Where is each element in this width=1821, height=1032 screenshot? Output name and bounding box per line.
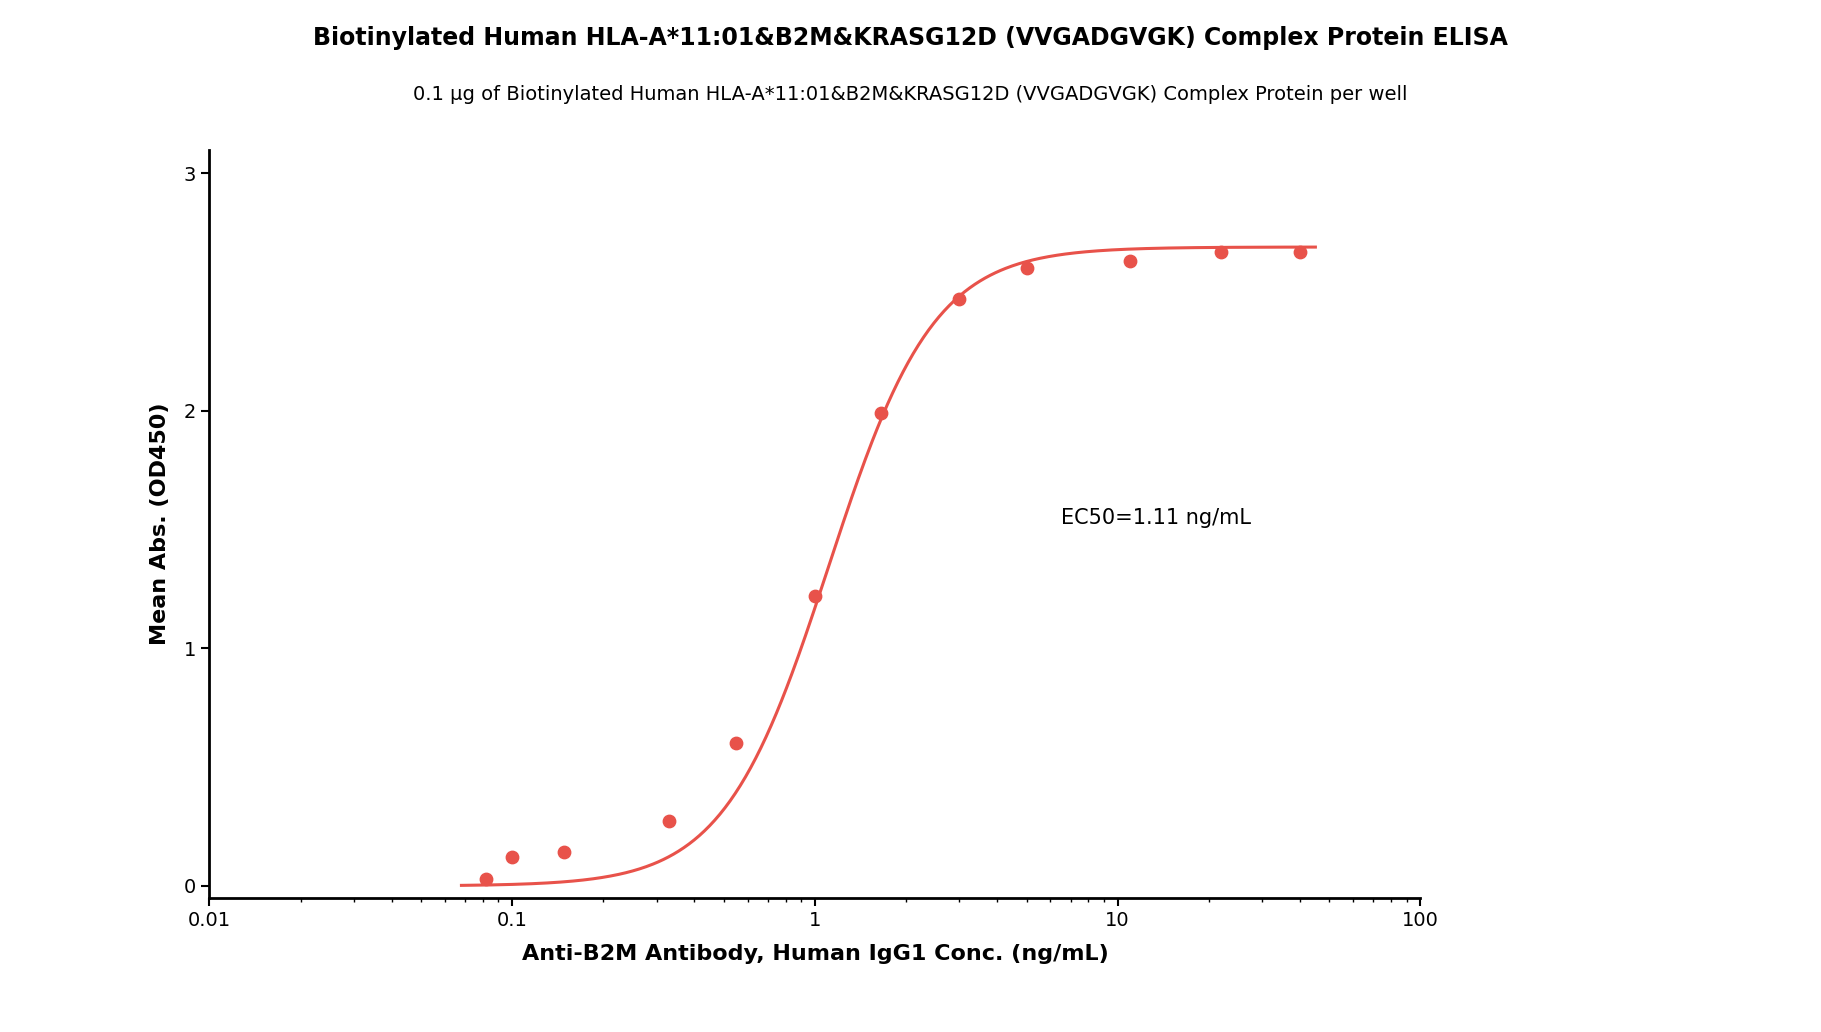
Point	[654, 812, 683, 829]
Point	[1116, 253, 1145, 269]
Point	[1286, 244, 1315, 260]
Text: Biotinylated Human HLA-A*11:01&B2M&KRASG12D (VVGADGVGK) Complex Protein ELISA: Biotinylated Human HLA-A*11:01&B2M&KRASG…	[313, 26, 1508, 50]
Text: 0.1 μg of Biotinylated Human HLA-A*11:01&B2M&KRASG12D (VVGADGVGK) Complex Protei: 0.1 μg of Biotinylated Human HLA-A*11:01…	[413, 85, 1408, 103]
Point	[1012, 260, 1042, 277]
Point	[472, 871, 501, 888]
Y-axis label: Mean Abs. (OD450): Mean Abs. (OD450)	[149, 402, 169, 645]
Text: EC50=1.11 ng/mL: EC50=1.11 ng/mL	[1062, 508, 1251, 527]
Point	[801, 588, 830, 605]
Point	[945, 291, 974, 308]
Point	[1207, 244, 1236, 260]
Point	[867, 405, 896, 421]
Point	[721, 735, 750, 751]
Point	[497, 849, 526, 866]
X-axis label: Anti-B2M Antibody, Human IgG1 Conc. (ng/mL): Anti-B2M Antibody, Human IgG1 Conc. (ng/…	[521, 944, 1109, 964]
Point	[550, 843, 579, 860]
